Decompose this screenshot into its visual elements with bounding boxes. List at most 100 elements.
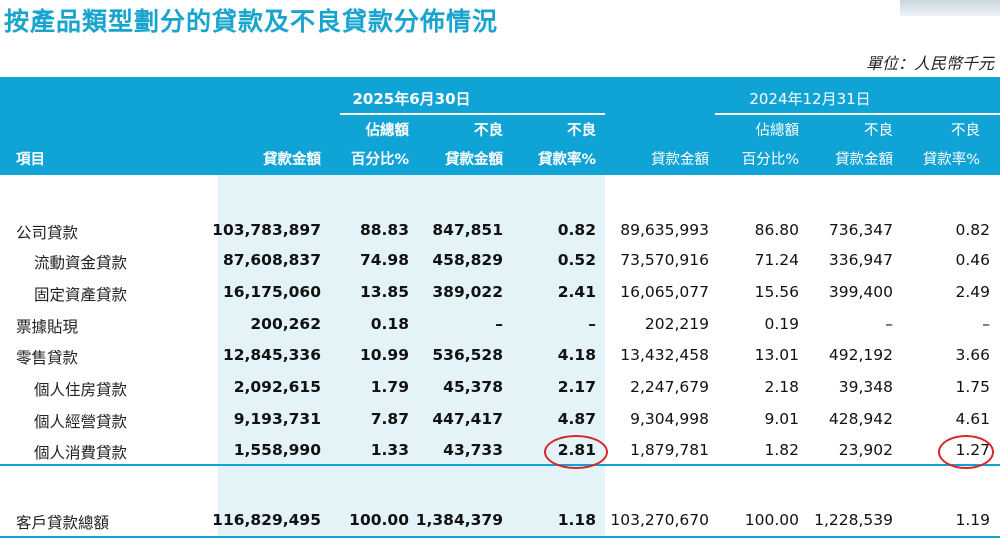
cell-col-8: 2.49: [955, 283, 990, 301]
cell-col-5: 16,065,077: [620, 283, 709, 301]
highlight-circle-2024: [938, 435, 994, 469]
row-label: 個人住房貸款: [34, 381, 128, 399]
cell-col-5: 2,247,679: [630, 378, 709, 396]
col-nplr-bottom-2025: 貸款率%: [537, 152, 596, 168]
cell-col-2: 0.18: [370, 315, 409, 333]
cell-col-5: 13,432,458: [620, 346, 709, 364]
cell-col-5: 73,570,916: [620, 251, 709, 269]
col-item: 項目: [16, 152, 45, 168]
cell-col-6: 2.18: [764, 378, 799, 396]
col-nplr-top-2024: 不良: [951, 123, 980, 139]
cell-col-3: 389,022: [432, 283, 503, 301]
period-2024-rule: [715, 113, 1000, 115]
cell-col-5: 1,879,781: [630, 441, 709, 459]
cell-col-6: 13.01: [754, 346, 799, 364]
cell-col-6: 71.24: [754, 251, 799, 269]
col-nplr-top-2025: 不良: [567, 123, 596, 139]
cell-col-7: 492,192: [828, 346, 893, 364]
table-row: 流動資金貸款 87,608,837 74.98 458,829 0.52 73,570,9…: [0, 245, 1000, 275]
col-pct-top-2024: 佔總額: [755, 123, 800, 139]
table-row: 固定資產貸款 16,175,060 13.85 389,022 2.41 16,065,0…: [0, 277, 1000, 307]
row-label: 票據貼現: [16, 318, 79, 336]
cell-col-3: 536,528: [432, 346, 503, 364]
cell-col-2: 88.83: [359, 221, 409, 239]
page-title: 按產品類型劃分的貸款及不良貸款分佈情況: [4, 7, 499, 36]
cell-col-6: 0.19: [764, 315, 799, 333]
cell-col-4: 0.52: [557, 251, 596, 269]
cell-col-8: 1.75: [955, 378, 990, 396]
cell-col-1: 9,193,731: [233, 410, 321, 428]
cell-col-5: 202,219: [644, 315, 709, 333]
cell-col-7: 23,902: [838, 441, 893, 459]
cell-col-8: 3.66: [955, 346, 990, 364]
cell-col-3: 847,851: [432, 221, 503, 239]
cell-col-6: 100.00: [744, 511, 799, 529]
cell-col-5: 9,304,998: [630, 410, 709, 428]
col-npl-top-2025: 不良: [474, 123, 503, 139]
cell-col-3: 458,829: [432, 251, 503, 269]
cell-col-7: 39,348: [838, 378, 893, 396]
row-label: 個人經營貸款: [34, 413, 128, 431]
period-2025-rule: [340, 113, 605, 115]
cell-col-7: –: [885, 315, 893, 333]
current-period-shading: [218, 175, 605, 538]
cell-col-1: 116,829,495: [212, 511, 321, 529]
table-row: 公司貸款 103,783,897 88.83 847,851 0.82 89,635,99…: [0, 215, 1000, 245]
cell-col-2: 74.98: [359, 251, 409, 269]
table-row: 個人住房貸款 2,092,615 1.79 45,378 2.17 2,247,679 2.…: [0, 372, 1000, 402]
col-loan-amount-2024: 貸款金額: [651, 152, 709, 168]
col-pct-bottom-2024: 百分比%: [741, 152, 799, 168]
cell-col-4: 4.87: [557, 410, 596, 428]
cell-col-6: 15.56: [754, 283, 799, 301]
subtotal-rule: [0, 464, 1000, 466]
col-pct-bottom-2025: 百分比%: [350, 152, 409, 168]
cell-col-1: 87,608,837: [222, 251, 321, 269]
row-label: 個人消費貸款: [34, 444, 128, 462]
table-row: 個人經營貸款 9,193,731 7.87 447,417 4.87 9,304,998 9…: [0, 404, 1000, 434]
cell-col-4: 4.18: [557, 346, 596, 364]
cell-col-2: 13.85: [359, 283, 409, 301]
cell-col-1: 16,175,060: [222, 283, 321, 301]
cell-col-8: 0.82: [955, 221, 990, 239]
cell-col-2: 7.87: [370, 410, 409, 428]
cell-col-3: 447,417: [432, 410, 503, 428]
cell-col-1: 200,262: [250, 315, 321, 333]
cell-col-5: 89,635,993: [620, 221, 709, 239]
row-label: 客戶貸款總額: [16, 514, 110, 532]
total-rule: [0, 536, 1000, 538]
row-label: 固定資產貸款: [34, 286, 128, 304]
cell-col-2: 1.79: [370, 378, 409, 396]
cell-col-3: 43,733: [443, 441, 503, 459]
cell-col-4: 2.17: [557, 378, 596, 396]
row-label: 流動資金貸款: [34, 254, 128, 272]
unit-label: 單位：人民幣千元: [865, 54, 994, 73]
table-header: 2025年6月30日 2024年12月31日 佔總額 不良 不良 佔總額 不良 …: [0, 77, 1000, 175]
cell-col-2: 10.99: [359, 346, 409, 364]
title-decoration: [900, 0, 1000, 16]
table-row: 個人消費貸款 1,558,990 1.33 43,733 2.81 1,879,781 1.…: [0, 435, 1000, 465]
period-2025-label: 2025年6月30日: [352, 90, 471, 108]
cell-col-1: 103,783,897: [212, 221, 321, 239]
cell-col-4: 1.18: [557, 511, 596, 529]
row-label: 零售貸款: [16, 349, 79, 367]
cell-col-4: –: [588, 315, 596, 333]
cell-col-4: 2.41: [557, 283, 596, 301]
col-pct-top-2025: 佔總額: [365, 123, 410, 139]
cell-col-5: 103,270,670: [610, 511, 709, 529]
cell-col-1: 2,092,615: [233, 378, 321, 396]
cell-col-7: 1,228,539: [814, 511, 893, 529]
highlight-circle-2025: [544, 435, 608, 469]
total-row: 客戶貸款總額 116,829,495 100.00 1,384,379 1.18 103,…: [0, 505, 1000, 535]
col-loan-amount-2025: 貸款金額: [263, 152, 321, 168]
cell-col-7: 399,400: [828, 283, 893, 301]
cell-col-8: 4.61: [955, 410, 990, 428]
cell-col-8: –: [982, 315, 990, 333]
col-npl-bottom-2024: 貸款金額: [835, 152, 893, 168]
cell-col-7: 736,347: [828, 221, 893, 239]
cell-col-2: 1.33: [370, 441, 409, 459]
table-row: 零售貸款 12,845,336 10.99 536,528 4.18 13,432,458…: [0, 340, 1000, 370]
cell-col-7: 428,942: [828, 410, 893, 428]
cell-col-3: 1,384,379: [415, 511, 503, 529]
col-nplr-bottom-2024: 貸款率%: [922, 152, 980, 168]
table-row: 票據貼現 200,262 0.18 – – 202,219 0.19 – –: [0, 309, 1000, 339]
